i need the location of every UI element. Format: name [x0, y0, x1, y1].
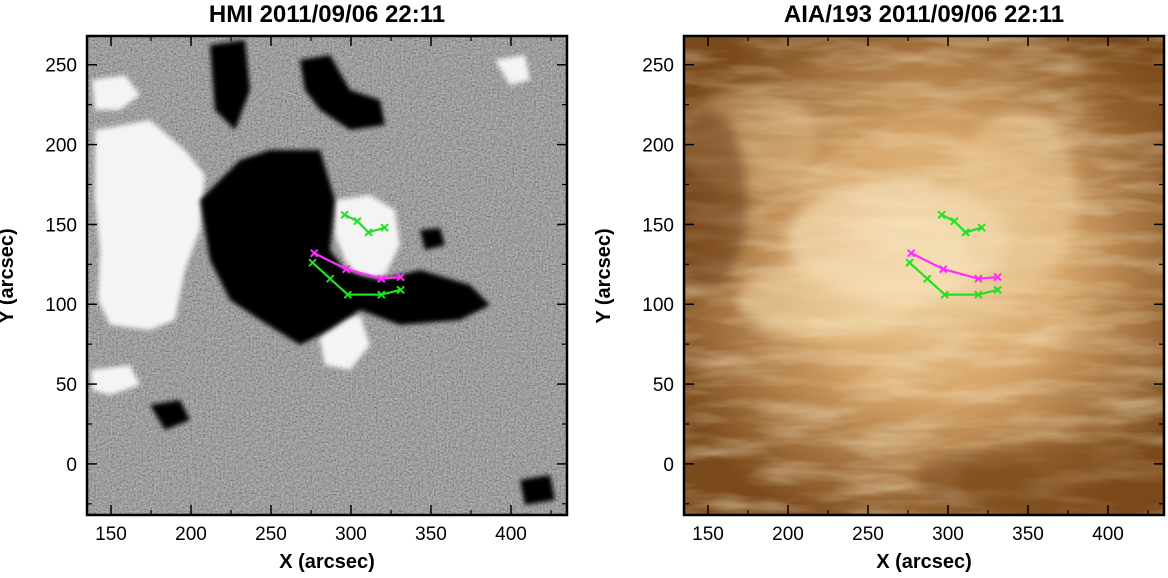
- aia-series-0-marker: [993, 272, 1002, 282]
- hmi-y-tick-label-3: 150: [45, 215, 77, 236]
- hmi-x-tick-label-0: 150: [95, 524, 127, 545]
- hmi-axes: 150 200 250 300 350 400 0 50 100 150 200 250: [45, 36, 567, 545]
- aia-x-tick-label-0: 150: [692, 524, 724, 545]
- aia-series-2-marker: [977, 223, 986, 232]
- hmi-series-0-marker: [377, 274, 386, 283]
- hmi-panel: 150 200 250 300 350 400 0 50 100 150 200 250 HMI 20…: [0, 1, 569, 573]
- hmi-y-tick-label-4: 200: [45, 136, 77, 157]
- aia-x-tick-label-5: 400: [1092, 524, 1124, 545]
- aia-series-1-marker: [922, 274, 932, 283]
- negative-polarity-regions: [150, 40, 555, 505]
- hmi-y-tick-label-1: 50: [56, 375, 77, 396]
- hmi-y-axis-label: Y (arcsec): [0, 228, 18, 323]
- hmi-y-tick-label-5: 250: [45, 56, 77, 77]
- hmi-x-tick-label-2: 250: [255, 524, 287, 545]
- aia-series-2-marker: [937, 210, 946, 220]
- aia-x-tick-label-2: 250: [852, 524, 884, 545]
- aia-plot: 150 200 250 300 350 400 0 50 100 150 200 250: [642, 34, 1166, 545]
- aia-panel: 150 200 250 300 350 400 0 50 100 150 200 250 AIA/19…: [593, 0, 1168, 578]
- aia-series-1-marker: [940, 290, 950, 299]
- hmi-series-2-marker: [340, 210, 349, 220]
- aia-image: [684, 36, 1164, 515]
- hmi-title: HMI 2011/09/06 22:11: [208, 1, 446, 28]
- hmi-series-1-marker: [377, 290, 386, 299]
- hmi-series-2-line: [344, 213, 385, 234]
- hmi-series-1-marker: [325, 274, 335, 283]
- aia-series-1-marker: [993, 285, 1002, 295]
- hmi-x-tick-label-3: 300: [335, 524, 367, 545]
- aia-y-tick-label-3: 150: [642, 215, 674, 236]
- aia-x-tick-label-1: 200: [772, 524, 804, 545]
- aia-y-tick-label-4: 200: [642, 136, 674, 157]
- aia-overlay-lines: [905, 210, 1002, 299]
- aia-series-0-marker: [906, 248, 916, 258]
- aia-series-2-marker: [950, 217, 959, 226]
- hmi-series-2-marker: [353, 217, 362, 226]
- hmi-series-0-marker: [309, 248, 319, 258]
- hmi-x-tick-label-4: 350: [415, 524, 447, 545]
- aia-y-tick-label-1: 50: [653, 375, 674, 396]
- aia-y-axis-label: Y (arcsec): [593, 228, 615, 324]
- hmi-series-1-marker: [308, 258, 317, 267]
- hmi-x-axis-label: X (arcsec): [279, 551, 375, 573]
- hmi-overlay-lines: [308, 210, 405, 299]
- magnetogram-image: [87, 36, 567, 515]
- hmi-frame: [85, 34, 569, 517]
- aia-series-0-marker: [974, 274, 983, 283]
- hmi-x-tick-label-5: 400: [495, 524, 527, 545]
- aia-y-tick-label-5: 250: [642, 56, 674, 77]
- hmi-series-0-marker: [341, 264, 351, 274]
- aia-bright-loops: [684, 90, 1077, 340]
- aia-dark-regions: [684, 50, 1164, 515]
- aia-y-tick-label-0: 0: [663, 455, 674, 476]
- aia-x-tick-label-3: 300: [932, 524, 964, 545]
- hmi-series-2-marker: [364, 228, 373, 237]
- hmi-plot: 150 200 250 300 350 400 0 50 100 150 200 250: [45, 34, 569, 545]
- aia-series-2-line: [941, 213, 982, 234]
- positive-polarity-regions: [91, 55, 530, 395]
- hmi-series-1-marker: [343, 290, 353, 299]
- aia-series-0-line: [910, 252, 998, 280]
- aia-series-1-marker: [974, 290, 983, 299]
- aia-x-axis-label: X (arcsec): [876, 551, 972, 573]
- hmi-x-tick-label-1: 200: [175, 524, 207, 545]
- aia-title: AIA/193 2011/09/06 22:11: [783, 1, 1065, 28]
- aia-series-0-marker: [938, 264, 948, 274]
- aia-series-1-marker: [905, 258, 914, 267]
- aia-x-tick-label-4: 350: [1012, 524, 1044, 545]
- aia-series-2-marker: [961, 228, 970, 237]
- aia-frame: [682, 34, 1166, 517]
- hmi-series-1-marker: [396, 285, 405, 295]
- hmi-y-tick-label-0: 0: [66, 455, 77, 476]
- aia-y-tick-label-2: 100: [642, 295, 674, 316]
- aia-axes: 150 200 250 300 350 400 0 50 100 150 200 250: [642, 36, 1164, 545]
- hmi-series-0-marker: [396, 272, 405, 282]
- hmi-series-2-marker: [380, 223, 389, 232]
- hmi-y-tick-label-2: 100: [45, 295, 77, 316]
- hmi-series-0-line: [313, 252, 401, 280]
